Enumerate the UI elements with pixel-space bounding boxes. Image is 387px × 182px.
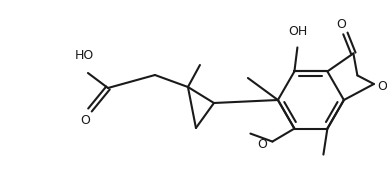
Text: O: O (377, 80, 387, 92)
Text: OH: OH (288, 25, 307, 38)
Text: O: O (336, 18, 346, 31)
Text: O: O (257, 138, 267, 151)
Text: HO: HO (74, 49, 94, 62)
Text: O: O (80, 114, 90, 127)
